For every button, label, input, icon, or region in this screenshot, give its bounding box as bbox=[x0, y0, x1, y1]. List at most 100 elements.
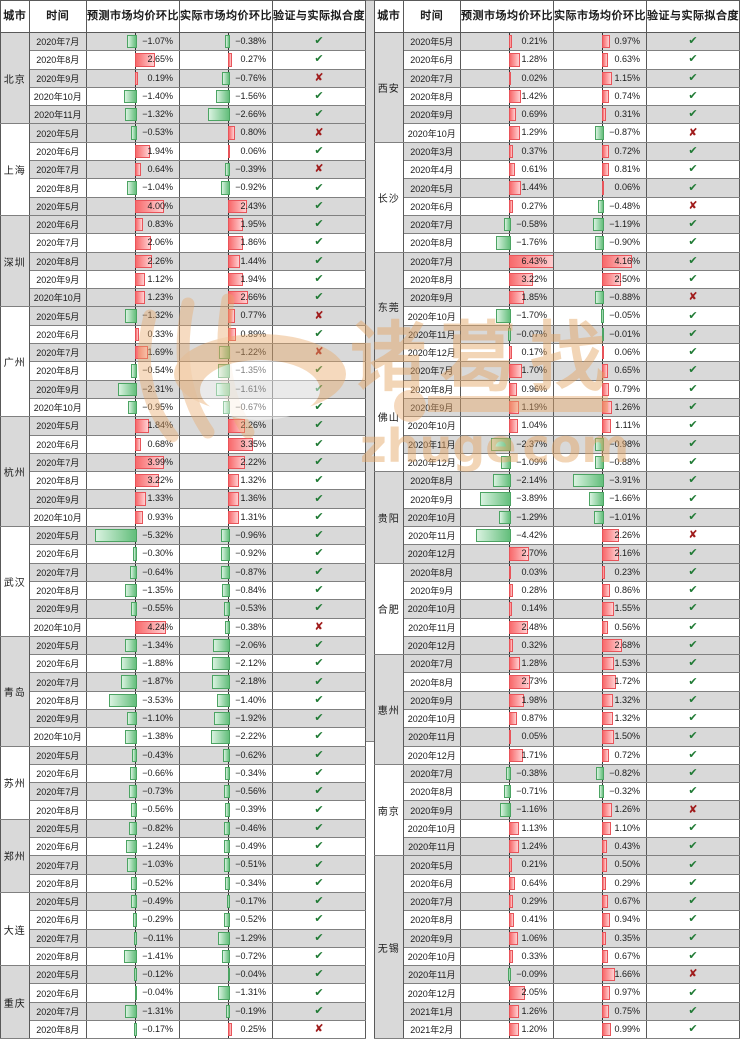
table-row[interactable]: 2020年9月 1.85% −0.88% ✘ bbox=[374, 288, 740, 308]
table-row[interactable]: 2020年8月 2.65% 0.27% ✔ bbox=[1, 50, 367, 70]
table-row[interactable]: 2020年12月 2.05% 0.97% ✔ bbox=[374, 983, 740, 1003]
table-row[interactable]: 2020年8月 0.41% 0.94% ✔ bbox=[374, 910, 740, 930]
table-row[interactable]: 2020年9月 −3.89% −1.66% ✔ bbox=[374, 489, 740, 509]
table-row[interactable]: 2020年6月 1.94% 0.06% ✔ bbox=[1, 141, 367, 162]
header-actual[interactable]: 实际市场均价环比 bbox=[552, 0, 647, 33]
table-row[interactable]: 2020年8月 −1.04% −0.92% ✔ bbox=[1, 178, 367, 198]
table-row[interactable]: 北京 2020年7月 −1.07% −0.38% ✔ bbox=[0, 31, 367, 125]
table-row[interactable]: 2020年7月 −0.64% −0.87% ✔ bbox=[1, 562, 367, 582]
table-row[interactable]: 杭州 2020年5月 1.84% 2.26% ✔ bbox=[0, 416, 367, 528]
table-row[interactable]: 苏州 2020年5月 −0.43% −0.62% ✔ bbox=[0, 745, 367, 820]
table-row[interactable]: 2020年8月 −0.71% −0.32% ✔ bbox=[374, 782, 740, 802]
table-row[interactable]: 2020年8月 0.96% 0.79% ✔ bbox=[374, 379, 740, 399]
table-row[interactable]: 2020年6月 −0.04% −1.31% ✔ bbox=[1, 983, 367, 1003]
table-row[interactable]: 深圳 2020年6月 0.83% 1.95% ✔ bbox=[0, 214, 367, 308]
table-row[interactable]: 2020年10月 0.14% 1.55% ✔ bbox=[374, 599, 740, 619]
header-predicted[interactable]: 预测市场均价环比 bbox=[459, 0, 554, 33]
table-row[interactable]: 2020年5月 4.00% 2.43% ✔ bbox=[1, 196, 367, 216]
table-row[interactable]: 2020年9月 −2.31% −1.61% ✔ bbox=[1, 379, 367, 399]
table-row[interactable]: 2020年11月 2.48% 0.56% ✔ bbox=[374, 617, 740, 637]
table-row[interactable]: 2020年7月 −1.03% −0.51% ✔ bbox=[1, 855, 367, 875]
table-row[interactable]: 重庆 2020年5月 −0.12% −0.04% ✔ bbox=[0, 965, 367, 1039]
table-row[interactable]: 2020年8月 2.73% 1.72% ✔ bbox=[374, 672, 740, 692]
table-row[interactable]: 上海 2020年5月 −0.53% 0.80% ✘ bbox=[0, 123, 367, 216]
table-row[interactable]: 2020年7月 −0.73% −0.56% ✔ bbox=[1, 782, 367, 802]
table-row[interactable]: 西安 2020年5月 0.21% 0.97% ✔ bbox=[373, 31, 740, 143]
table-row[interactable]: 2020年10月 −1.38% −2.22% ✔ bbox=[1, 727, 367, 747]
table-row[interactable]: 2020年8月 −0.52% −0.34% ✔ bbox=[1, 873, 367, 893]
table-row[interactable]: 东莞 2020年7月 6.43% 4.16% ✔ bbox=[373, 251, 740, 363]
table-row[interactable]: 2020年6月 0.27% −0.48% ✘ bbox=[374, 196, 740, 216]
table-row[interactable]: 2020年6月 −0.66% −0.34% ✔ bbox=[1, 763, 367, 784]
table-row[interactable]: 2020年9月 −1.16% 1.26% ✘ bbox=[374, 800, 740, 820]
header-city[interactable]: 城市 bbox=[0, 0, 30, 33]
table-row[interactable]: 2020年10月 0.93% 1.31% ✔ bbox=[1, 507, 367, 528]
header-fit[interactable]: 验证与实际拟合度 bbox=[271, 0, 367, 33]
table-row[interactable]: 2020年10月 −1.70% −0.05% ✔ bbox=[374, 306, 740, 326]
table-row[interactable]: 惠州 2020年7月 1.28% 1.53% ✔ bbox=[373, 654, 740, 765]
header-city[interactable]: 城市 bbox=[373, 0, 404, 33]
table-row[interactable]: 贵阳 2020年8月 −2.14% −3.91% ✔ bbox=[373, 471, 740, 564]
table-row[interactable]: 2020年8月 −0.17% 0.25% ✘ bbox=[1, 1020, 367, 1039]
table-row[interactable]: 2020年12月 1.71% 0.72% ✔ bbox=[374, 745, 740, 765]
table-row[interactable]: 2020年8月 −0.56% −0.39% ✔ bbox=[1, 800, 367, 820]
table-row[interactable]: 青岛 2020年5月 −1.34% −2.06% ✔ bbox=[0, 635, 367, 747]
table-row[interactable]: 2020年11月 −0.07% −0.01% ✔ bbox=[374, 324, 740, 345]
table-row[interactable]: 2020年7月 0.29% 0.67% ✔ bbox=[374, 891, 740, 912]
table-row[interactable]: 2020年8月 −1.76% −0.90% ✔ bbox=[374, 233, 740, 253]
table-row[interactable]: 2020年10月 1.13% 1.10% ✔ bbox=[374, 818, 740, 839]
table-row[interactable]: 2020年6月 −0.29% −0.52% ✔ bbox=[1, 910, 367, 930]
table-row[interactable]: 2020年10月 4.24% −0.38% ✘ bbox=[1, 617, 367, 637]
table-row[interactable]: 2020年12月 0.17% 0.06% ✔ bbox=[374, 343, 740, 363]
table-row[interactable]: 2020年9月 1.98% 1.32% ✔ bbox=[374, 690, 740, 710]
table-row[interactable]: 2020年12月 −1.09% −0.88% ✔ bbox=[374, 452, 740, 473]
table-row[interactable]: 2020年6月 −0.30% −0.92% ✔ bbox=[1, 544, 367, 564]
header-time[interactable]: 时间 bbox=[402, 0, 461, 33]
table-row[interactable]: 2020年7月 −0.58% −1.19% ✔ bbox=[374, 214, 740, 235]
table-row[interactable]: 2020年11月 −4.42% 2.26% ✘ bbox=[374, 526, 740, 546]
table-row[interactable]: 2020年8月 −1.35% −0.84% ✔ bbox=[1, 580, 367, 601]
table-row[interactable]: 2020年9月 0.69% 0.31% ✔ bbox=[374, 105, 740, 125]
table-row[interactable]: 2020年7月 −1.31% −0.19% ✔ bbox=[1, 1001, 367, 1022]
table-row[interactable]: 2020年7月 −0.11% −1.29% ✔ bbox=[1, 928, 367, 948]
table-row[interactable]: 2020年10月 0.33% 0.67% ✔ bbox=[374, 946, 740, 967]
table-row[interactable]: 2020年7月 1.69% −1.22% ✘ bbox=[1, 343, 367, 363]
table-row[interactable]: 2020年7月 0.02% 1.15% ✔ bbox=[374, 68, 740, 88]
table-row[interactable]: 2020年8月 2.26% 1.44% ✔ bbox=[1, 251, 367, 271]
table-row[interactable]: 2020年11月 −2.37% −0.98% ✔ bbox=[374, 434, 740, 454]
table-row[interactable]: 佛山 2020年7月 1.70% 0.65% ✔ bbox=[373, 361, 740, 473]
header-predicted[interactable]: 预测市场均价环比 bbox=[86, 0, 180, 33]
table-row[interactable]: 2020年6月 −1.24% −0.49% ✔ bbox=[1, 837, 367, 857]
table-row[interactable]: 2020年6月 0.33% 0.89% ✔ bbox=[1, 324, 367, 345]
table-row[interactable]: 合肥 2020年8月 0.03% 0.23% ✔ bbox=[373, 562, 740, 656]
table-row[interactable]: 2020年12月 0.32% 2.68% ✔ bbox=[374, 635, 740, 656]
table-row[interactable]: 2021年1月 1.26% 0.75% ✔ bbox=[374, 1001, 740, 1022]
table-row[interactable]: 2020年9月 1.19% 1.26% ✔ bbox=[374, 397, 740, 418]
table-row[interactable]: 2020年8月 3.22% 2.50% ✔ bbox=[374, 269, 740, 290]
header-actual[interactable]: 实际市场均价环比 bbox=[179, 0, 273, 33]
table-row[interactable]: 2021年2月 1.20% 0.99% ✔ bbox=[374, 1020, 740, 1039]
table-row[interactable]: 2020年6月 0.68% 3.35% ✔ bbox=[1, 434, 367, 454]
header-fit[interactable]: 验证与实际拟合度 bbox=[645, 0, 740, 33]
table-row[interactable]: 2020年11月 −0.09% 1.66% ✘ bbox=[374, 965, 740, 985]
header-time[interactable]: 时间 bbox=[28, 0, 88, 33]
table-row[interactable]: 2020年11月 1.24% 0.43% ✔ bbox=[374, 837, 740, 857]
table-row[interactable]: 2020年10月 1.23% 2.66% ✔ bbox=[1, 288, 367, 308]
table-row[interactable]: 无锡 2020年5月 0.21% 0.50% ✔ bbox=[373, 855, 740, 1039]
table-row[interactable]: 2020年10月 0.87% 1.32% ✔ bbox=[374, 708, 740, 729]
table-row[interactable]: 2020年7月 0.64% −0.39% ✘ bbox=[1, 160, 367, 180]
table-row[interactable]: 长沙 2020年3月 0.37% 0.72% ✔ bbox=[373, 141, 740, 253]
table-row[interactable]: 2020年10月 −1.29% −1.01% ✔ bbox=[374, 507, 740, 528]
table-row[interactable]: 2020年10月 −0.95% −0.67% ✔ bbox=[1, 397, 367, 418]
table-row[interactable]: 2020年7月 2.06% 1.86% ✔ bbox=[1, 233, 367, 253]
table-row[interactable]: 2020年10月 −1.40% −1.56% ✔ bbox=[1, 86, 367, 107]
table-row[interactable]: 武汉 2020年5月 −5.32% −0.96% ✔ bbox=[0, 526, 367, 637]
table-row[interactable]: 2020年8月 −0.54% −1.35% ✔ bbox=[1, 361, 367, 381]
table-row[interactable]: 广州 2020年5月 −1.32% 0.77% ✘ bbox=[0, 306, 367, 418]
table-row[interactable]: 郑州 2020年5月 −0.82% −0.46% ✔ bbox=[0, 818, 367, 893]
table-row[interactable]: 2020年9月 1.33% 1.36% ✔ bbox=[1, 489, 367, 509]
table-row[interactable]: 南京 2020年7月 −0.38% −0.82% ✔ bbox=[373, 763, 740, 857]
table-row[interactable]: 2020年10月 1.04% 1.11% ✔ bbox=[374, 416, 740, 436]
table-row[interactable]: 2020年6月 1.28% 0.63% ✔ bbox=[374, 50, 740, 70]
table-row[interactable]: 2020年10月 1.29% −0.87% ✘ bbox=[374, 123, 740, 143]
